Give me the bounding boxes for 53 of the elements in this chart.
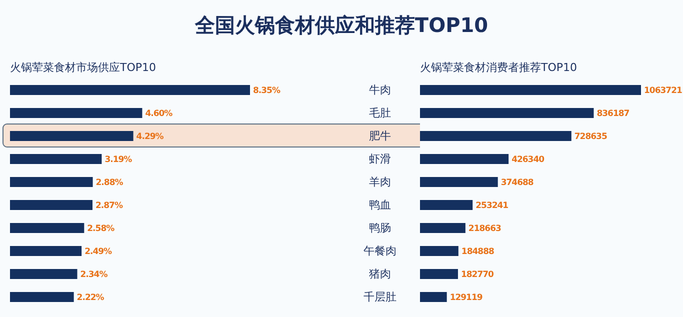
y-tick-label: 猪肉 bbox=[369, 267, 391, 280]
y-tick-label: 午餐肉 bbox=[364, 244, 396, 258]
data-label: 4.60% bbox=[145, 109, 174, 120]
bar bbox=[420, 223, 466, 233]
chart-subtitle: 火锅荤菜食材市场供应TOP10 bbox=[10, 60, 156, 75]
data-label: 2.88% bbox=[96, 178, 124, 188]
bar bbox=[420, 200, 473, 210]
data-label: 374688 bbox=[500, 178, 534, 188]
bar bbox=[10, 292, 74, 302]
data-label: 426340 bbox=[512, 155, 545, 166]
bar bbox=[10, 177, 93, 187]
y-tick-label: 鸭肠 bbox=[369, 221, 391, 234]
y-tick-label: 虾滑 bbox=[369, 152, 391, 166]
y-tick-label: 千层肚 bbox=[364, 290, 396, 304]
bar bbox=[420, 131, 572, 141]
data-label: 129119 bbox=[450, 293, 483, 304]
chart-subtitle: 火锅荤菜食材消费者推荐TOP10 bbox=[420, 60, 578, 75]
data-label: 8.35% bbox=[253, 86, 281, 96]
data-label: 3.19% bbox=[104, 155, 133, 166]
bar bbox=[10, 85, 250, 95]
data-label: 4.29% bbox=[136, 132, 164, 142]
bar bbox=[10, 223, 84, 233]
data-label: 2.49% bbox=[84, 247, 113, 258]
data-label: 182770 bbox=[460, 270, 494, 280]
bar bbox=[420, 108, 594, 118]
bar bbox=[420, 177, 498, 187]
bar bbox=[10, 269, 78, 279]
data-label: 728635 bbox=[574, 132, 608, 142]
bar bbox=[420, 269, 458, 279]
y-tick-label: 鸭血 bbox=[369, 198, 391, 212]
data-label: 253241 bbox=[476, 201, 509, 212]
bar bbox=[10, 108, 142, 118]
data-label: 218663 bbox=[468, 224, 502, 234]
data-label: 1063721 bbox=[644, 86, 682, 96]
data-label: 836187 bbox=[596, 109, 630, 120]
bar bbox=[10, 131, 134, 141]
data-label: 2.34% bbox=[80, 270, 108, 280]
bar bbox=[420, 292, 447, 302]
y-tick-label: 羊肉 bbox=[369, 175, 391, 188]
bar bbox=[420, 154, 509, 164]
data-label: 184888 bbox=[461, 247, 494, 258]
bar bbox=[420, 85, 641, 95]
y-tick-label: 肥牛 bbox=[369, 129, 391, 142]
data-label: 2.87% bbox=[95, 201, 124, 212]
bar bbox=[10, 154, 102, 164]
bar bbox=[10, 200, 92, 210]
data-label: 2.22% bbox=[76, 293, 105, 304]
bar bbox=[420, 246, 458, 256]
y-tick-label: 牛肉 bbox=[369, 83, 391, 96]
y-tick-label: 毛肚 bbox=[369, 106, 391, 120]
text: 全国火锅食材供应和推荐TOP10 bbox=[194, 12, 490, 39]
data-label: 2.58% bbox=[87, 224, 116, 234]
bar bbox=[10, 246, 82, 256]
